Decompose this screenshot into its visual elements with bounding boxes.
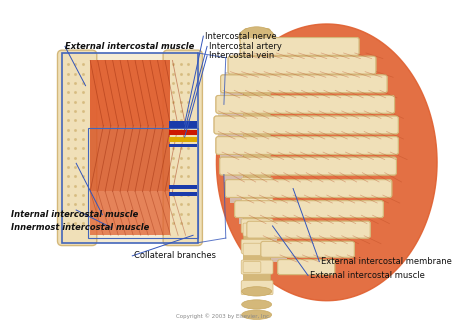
Bar [239, 215, 268, 223]
Bar [232, 53, 271, 59]
FancyBboxPatch shape [216, 95, 394, 113]
Bar [169, 121, 197, 128]
FancyBboxPatch shape [57, 50, 97, 246]
FancyBboxPatch shape [243, 261, 261, 273]
Text: Copyright © 2003 by Elsevier, Inc.: Copyright © 2003 by Elsevier, Inc. [175, 313, 270, 319]
FancyBboxPatch shape [261, 241, 355, 257]
Text: Collateral branches: Collateral branches [134, 251, 216, 260]
FancyBboxPatch shape [214, 116, 398, 134]
Bar [220, 152, 255, 159]
FancyBboxPatch shape [214, 116, 398, 134]
Bar [62, 53, 198, 243]
FancyBboxPatch shape [241, 281, 273, 295]
Bar [169, 137, 197, 142]
Bar [220, 90, 259, 98]
Bar [232, 53, 271, 59]
FancyBboxPatch shape [240, 38, 359, 55]
FancyBboxPatch shape [235, 201, 383, 217]
FancyBboxPatch shape [220, 75, 387, 93]
FancyBboxPatch shape [220, 75, 387, 93]
FancyBboxPatch shape [228, 56, 376, 74]
FancyBboxPatch shape [241, 54, 273, 68]
Bar [229, 195, 261, 203]
Ellipse shape [242, 300, 272, 309]
Text: Intercostal nerve: Intercostal nerve [205, 31, 277, 41]
Bar [265, 255, 287, 262]
Ellipse shape [242, 310, 272, 320]
Bar [169, 144, 197, 147]
Bar [62, 53, 198, 243]
FancyBboxPatch shape [241, 198, 273, 212]
Bar [224, 173, 257, 182]
FancyBboxPatch shape [163, 50, 202, 246]
FancyBboxPatch shape [240, 38, 359, 55]
FancyBboxPatch shape [278, 260, 335, 275]
Text: External intercostal muscle: External intercostal muscle [65, 42, 194, 51]
FancyBboxPatch shape [243, 138, 261, 152]
Bar [219, 111, 255, 118]
Bar [229, 195, 261, 203]
Text: Intercostal artery: Intercostal artery [209, 42, 282, 51]
FancyBboxPatch shape [220, 157, 396, 175]
Bar [219, 132, 255, 139]
FancyBboxPatch shape [241, 240, 273, 254]
Text: External intercostal muscle: External intercostal muscle [310, 271, 425, 280]
FancyBboxPatch shape [278, 260, 335, 275]
FancyBboxPatch shape [235, 201, 383, 217]
Bar [169, 192, 197, 196]
Bar [219, 111, 255, 118]
FancyBboxPatch shape [261, 241, 355, 257]
FancyBboxPatch shape [243, 223, 261, 236]
Bar [224, 173, 257, 182]
Bar [90, 126, 170, 191]
Text: External intercostal membrane: External intercostal membrane [321, 257, 452, 266]
Bar [169, 185, 197, 190]
FancyBboxPatch shape [241, 178, 273, 192]
FancyBboxPatch shape [243, 118, 261, 132]
FancyBboxPatch shape [216, 95, 394, 113]
FancyBboxPatch shape [243, 159, 261, 173]
FancyBboxPatch shape [241, 95, 273, 110]
Bar [90, 191, 170, 235]
Polygon shape [217, 24, 437, 301]
FancyBboxPatch shape [216, 137, 398, 154]
Bar [239, 215, 268, 223]
Bar [220, 152, 255, 159]
FancyBboxPatch shape [243, 243, 261, 255]
FancyBboxPatch shape [243, 203, 261, 216]
Bar [219, 132, 255, 139]
FancyBboxPatch shape [247, 221, 370, 238]
Bar [90, 60, 170, 126]
Text: Intercostal vein: Intercostal vein [209, 51, 274, 60]
Bar [225, 72, 265, 77]
FancyBboxPatch shape [241, 34, 273, 48]
Bar [251, 236, 277, 244]
Text: Innermost intercostal muscle: Innermost intercostal muscle [11, 223, 149, 232]
FancyBboxPatch shape [243, 182, 261, 196]
Ellipse shape [242, 287, 272, 296]
FancyBboxPatch shape [244, 29, 271, 294]
Bar [169, 130, 197, 135]
Bar [88, 128, 198, 238]
Bar [225, 72, 265, 77]
Text: Internal intercostal muscle: Internal intercostal muscle [11, 210, 138, 219]
FancyBboxPatch shape [241, 219, 273, 233]
FancyBboxPatch shape [247, 221, 370, 238]
FancyBboxPatch shape [241, 137, 273, 151]
FancyBboxPatch shape [241, 75, 273, 89]
FancyBboxPatch shape [241, 260, 273, 274]
FancyBboxPatch shape [228, 56, 376, 74]
FancyBboxPatch shape [225, 180, 392, 197]
Bar [220, 90, 259, 98]
FancyBboxPatch shape [220, 157, 396, 175]
FancyBboxPatch shape [241, 116, 273, 130]
FancyBboxPatch shape [225, 180, 392, 197]
Ellipse shape [239, 27, 274, 47]
FancyBboxPatch shape [216, 137, 398, 154]
Bar [265, 255, 287, 262]
FancyBboxPatch shape [241, 157, 273, 171]
Bar [251, 236, 277, 244]
